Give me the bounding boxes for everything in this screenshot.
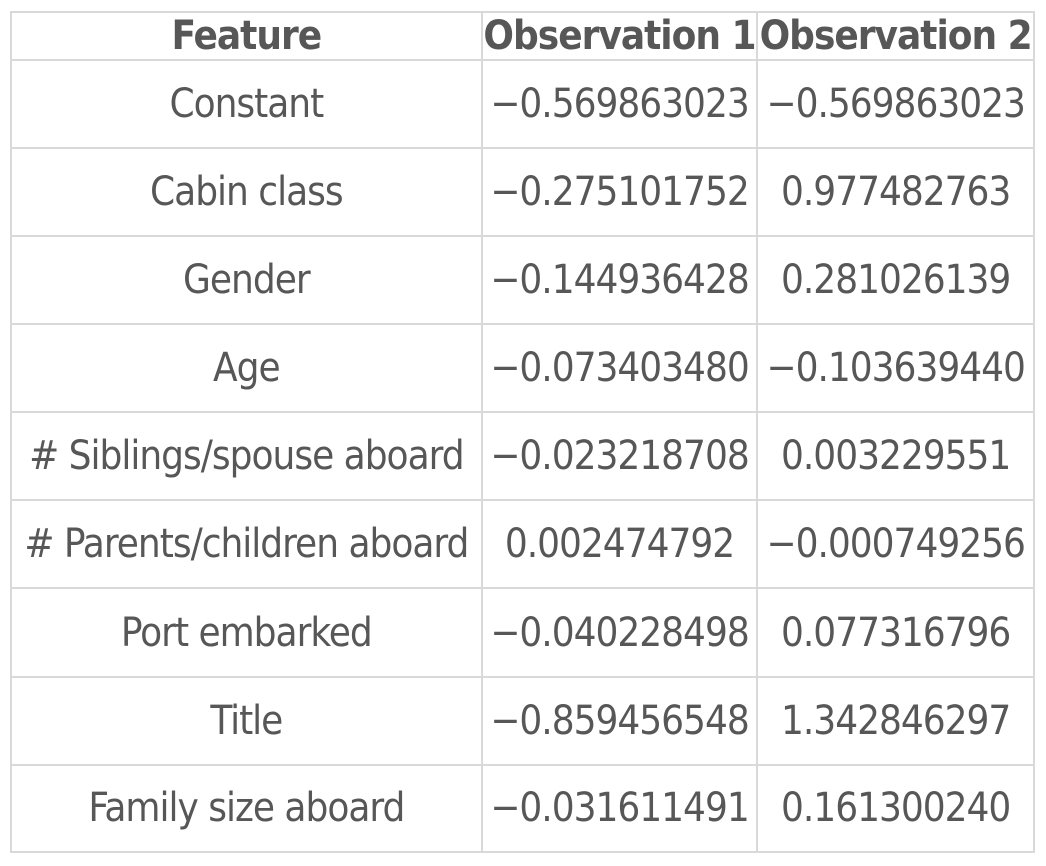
observation-2-cell: −0.103639440 <box>756 323 1033 414</box>
data-table: Feature Observation 1 Observation 2 Cons… <box>10 11 1035 853</box>
feature-cell: Gender <box>12 235 483 326</box>
feature-cell: Title <box>12 675 483 766</box>
table-row: Family size aboard −0.031611491 0.161300… <box>12 763 1033 851</box>
observation-2-cell: 0.003229551 <box>756 411 1033 502</box>
observation-1-cell: −0.275101752 <box>480 147 759 238</box>
observation-1-cell: −0.073403480 <box>480 323 759 414</box>
table-header-row: Feature Observation 1 Observation 2 <box>12 13 1033 61</box>
observation-2-cell: 0.281026139 <box>756 235 1033 326</box>
observation-2-cell: 0.161300240 <box>756 763 1033 851</box>
table-row: # Parents/children aboard 0.002474792 −0… <box>12 499 1033 590</box>
table-row: Gender −0.144936428 0.281026139 <box>12 235 1033 326</box>
header-observation-2: Observation 2 <box>756 13 1033 61</box>
feature-table: Feature Observation 1 Observation 2 Cons… <box>12 13 1033 851</box>
observation-1-cell: −0.859456548 <box>480 675 759 766</box>
observation-2-cell: 0.077316796 <box>756 587 1033 678</box>
feature-cell: Age <box>12 323 483 414</box>
observation-2-cell: 1.342846297 <box>756 675 1033 766</box>
observation-2-cell: 0.977482763 <box>756 147 1033 238</box>
table-row: Cabin class −0.275101752 0.977482763 <box>12 147 1033 238</box>
table-row: Port embarked −0.040228498 0.077316796 <box>12 587 1033 678</box>
feature-cell: Cabin class <box>12 147 483 238</box>
table-row: Constant −0.569863023 −0.569863023 <box>12 60 1033 150</box>
feature-cell: # Parents/children aboard <box>12 499 483 590</box>
observation-1-cell: 0.002474792 <box>480 499 759 590</box>
feature-cell: Family size aboard <box>12 763 483 851</box>
observation-2-cell: −0.569863023 <box>756 60 1033 150</box>
observation-1-cell: −0.144936428 <box>480 235 759 326</box>
observation-2-cell: −0.000749256 <box>756 499 1033 590</box>
feature-cell: Constant <box>12 60 483 150</box>
observation-1-cell: −0.023218708 <box>480 411 759 502</box>
observation-1-cell: −0.040228498 <box>480 587 759 678</box>
header-observation-1: Observation 1 <box>480 13 759 61</box>
feature-cell: # Siblings/spouse aboard <box>12 411 483 502</box>
observation-1-cell: −0.031611491 <box>480 763 759 851</box>
table-row: Title −0.859456548 1.342846297 <box>12 675 1033 766</box>
table-row: # Siblings/spouse aboard −0.023218708 0.… <box>12 411 1033 502</box>
header-feature: Feature <box>12 13 483 61</box>
table-row: Age −0.073403480 −0.103639440 <box>12 323 1033 414</box>
feature-cell: Port embarked <box>12 587 483 678</box>
observation-1-cell: −0.569863023 <box>480 60 759 150</box>
